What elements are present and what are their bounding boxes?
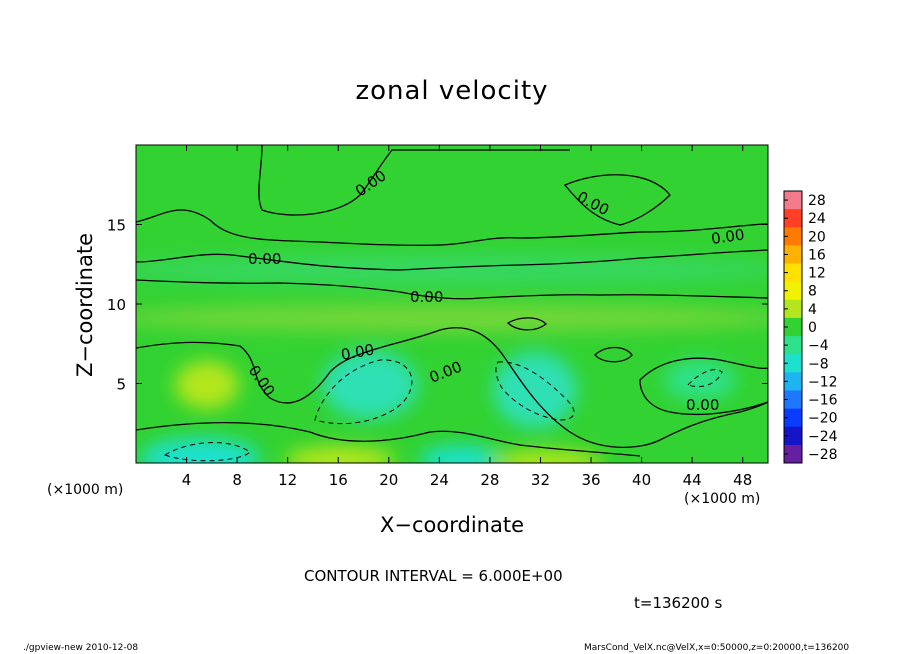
- contour-label: 0.00: [686, 396, 719, 414]
- x-tick-label: 32: [531, 471, 550, 489]
- contour-line-zero-band: [136, 249, 768, 271]
- contour-line-bottom: [136, 422, 641, 457]
- colorbar-tick-label: −12: [808, 374, 838, 390]
- field-negative-bottom-center: [420, 446, 500, 463]
- colorbar-tick-label: −28: [808, 447, 838, 463]
- velocity-field: [136, 145, 768, 463]
- x-tick-label: 44: [683, 471, 702, 489]
- contour-lines-dashed: [163, 359, 723, 462]
- field-positive-left: [175, 361, 239, 409]
- field-band-upper: [136, 254, 768, 286]
- field-negative-right: [664, 360, 736, 400]
- colorbar-swatch: [784, 336, 802, 355]
- colorbar-tick-label: 0: [808, 320, 817, 336]
- contour-line-small-2: [506, 317, 547, 331]
- y-tick-label: 10: [107, 296, 126, 314]
- colorbar-tick-label: −8: [808, 356, 829, 372]
- colorbar-tick-label: 16: [808, 247, 826, 263]
- colorbar-tick-label: −20: [808, 411, 838, 427]
- contour-line-top: [258, 145, 570, 216]
- colorbar-swatch: [784, 426, 802, 446]
- colorbar-tick-label: 12: [808, 266, 826, 282]
- contour-line-zero-upper: [136, 209, 768, 246]
- y-tick-label: 15: [107, 217, 126, 235]
- x-tick-label: 8: [232, 471, 242, 489]
- field-positive-bottom: [285, 446, 395, 463]
- contour-line-small-1: [594, 346, 633, 363]
- colorbar-swatch: [784, 299, 802, 319]
- field-negative-bottom-left: [140, 438, 260, 463]
- x-axis-label: X−coordinate: [380, 513, 524, 537]
- colorbar-tick-label: 24: [808, 211, 826, 227]
- colorbar: 28 24 20 16 12 8 4 0 −4 −8 −12 −16 −20 −24 −28: [783, 190, 838, 464]
- dashed-contour-bottom-left: [163, 442, 251, 462]
- colorbar-swatch: [784, 263, 802, 283]
- colorbar-tick-label: 4: [808, 302, 817, 318]
- colorbar-tick-label: −24: [808, 429, 838, 445]
- contour-line-right-cell: [639, 357, 768, 416]
- contour-label: 0.00: [248, 250, 281, 268]
- contour-line-top-right: [563, 174, 671, 226]
- field-negative-center: [493, 352, 577, 428]
- contour-label: 0.00: [410, 288, 443, 306]
- colorbar-tick-label: 8: [808, 284, 817, 300]
- contour-interval-text: CONTOUR INTERVAL = 6.000E+00: [304, 567, 563, 585]
- x-tick-label: 12: [278, 471, 297, 489]
- x-tick-label: 28: [480, 471, 499, 489]
- y-axis: 5 10 15: [107, 217, 768, 394]
- x-tick-label: 40: [632, 471, 651, 489]
- colorbar-swatch: [784, 281, 802, 301]
- footer-right-text: MarsCond_VelX.nc@VelX,x=0:50000,z=0:2000…: [584, 643, 850, 653]
- contour-line-zero-mid: [136, 279, 768, 300]
- footer-left-text: ./gpview-new 2010-12-08: [23, 643, 139, 653]
- colorbar-swatch: [784, 372, 802, 391]
- x-tick-label: 20: [379, 471, 398, 489]
- field-positive-bottom-right: [493, 450, 603, 463]
- colorbar-swatch: [784, 227, 802, 246]
- dashed-contour-center: [495, 361, 575, 421]
- contour-label: 0.00: [340, 340, 376, 364]
- dashed-contour-right: [687, 369, 723, 387]
- colorbar-tick-label: 20: [808, 229, 826, 245]
- chart-title: zonal velocity: [355, 76, 549, 106]
- x-tick-label: 36: [581, 471, 600, 489]
- x-unit-label-right: (×1000 m): [684, 491, 761, 507]
- dashed-contour-left: [314, 359, 413, 425]
- x-axis: 4 8 12 16 20 24 28 32 36 40 44 48: [182, 145, 752, 489]
- colorbar-tick-label: −4: [808, 338, 829, 354]
- x-tick-label: 24: [430, 471, 449, 489]
- colorbar-tick-label: 28: [808, 193, 826, 209]
- y-tick-label: 5: [116, 376, 126, 394]
- colorbar-swatch: [784, 390, 802, 410]
- colorbar-swatch: [784, 191, 802, 210]
- colorbar-swatch: [784, 354, 802, 373]
- x-tick-label: 16: [329, 471, 348, 489]
- contour-line-zero-lower: [136, 327, 768, 448]
- field-band-mid: [136, 304, 768, 332]
- colorbar-swatch: [784, 444, 802, 464]
- y-axis-label: Z−coordinate: [73, 233, 97, 377]
- colorbar-swatch: [784, 245, 802, 265]
- x-tick-label: 48: [733, 471, 752, 489]
- colorbar-swatch: [784, 408, 802, 428]
- contour-lines: [136, 145, 768, 457]
- colorbar-tick-label: −16: [808, 393, 838, 409]
- x-unit-label-left: (×1000 m): [47, 482, 124, 498]
- field-background: [136, 145, 768, 463]
- x-tick-label: 4: [182, 471, 192, 489]
- field-negative-left: [322, 351, 418, 419]
- colorbar-swatch: [784, 317, 802, 337]
- colorbar-swatch: [784, 209, 802, 228]
- time-stamp: t=136200 s: [634, 594, 723, 612]
- contour-label: 0.00: [710, 225, 746, 247]
